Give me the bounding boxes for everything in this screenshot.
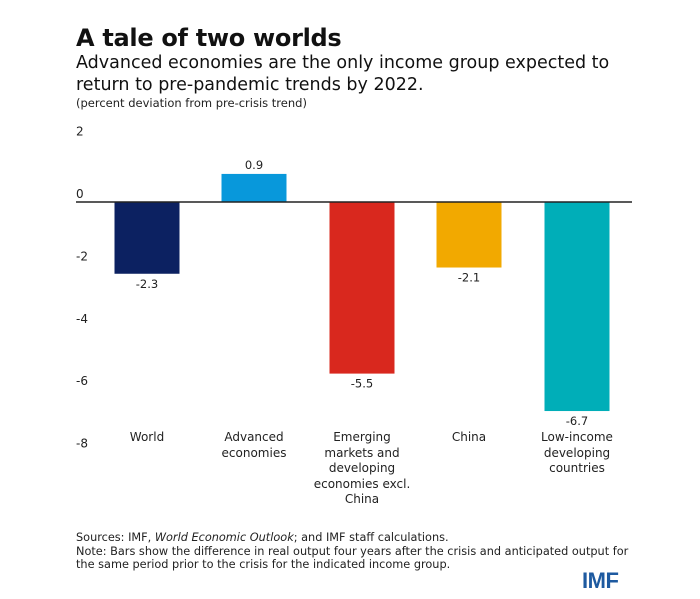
bar-world bbox=[114, 202, 180, 274]
y-tick-label: -6 bbox=[76, 374, 88, 388]
bar-advanced-economies bbox=[221, 173, 287, 202]
category-label-line: economies excl. bbox=[313, 476, 411, 491]
y-tick-label: -8 bbox=[76, 437, 88, 451]
y-axis-ticks: 2 0 -2 -4 -6 -8 bbox=[76, 125, 88, 451]
x-category-label: World bbox=[92, 430, 202, 446]
chart-title: A tale of two worlds bbox=[76, 24, 342, 52]
category-label-line: Low-income bbox=[541, 430, 613, 444]
category-label-line: economies bbox=[221, 445, 287, 460]
category-label-line: developing bbox=[543, 445, 611, 460]
category-label-line: markets and bbox=[324, 445, 400, 460]
note-text: Note: Bars show the difference in real o… bbox=[76, 544, 629, 572]
bar-low-income-developing-countries bbox=[544, 202, 610, 412]
category-label-line: developing bbox=[328, 461, 396, 475]
data-labels: -2.3 0.9 -5.5 -2.1 -6.7 bbox=[136, 158, 588, 428]
category-label-line: World bbox=[129, 430, 165, 444]
bar-china bbox=[436, 202, 502, 268]
data-label: -2.1 bbox=[458, 271, 480, 285]
x-category-label: Emerging markets and developing economies e… bbox=[307, 430, 417, 508]
y-tick-label: 2 bbox=[76, 125, 84, 139]
data-label: -5.5 bbox=[351, 377, 373, 391]
x-category-label: Low-income developing countries bbox=[522, 430, 632, 477]
bars bbox=[114, 173, 610, 412]
data-label: -2.3 bbox=[136, 277, 158, 291]
category-label-line: countries bbox=[549, 461, 605, 475]
data-label: 0.9 bbox=[245, 158, 263, 172]
bar-emerging-markets-and-developing-economies-excl-china bbox=[329, 202, 395, 374]
y-tick-label: -4 bbox=[76, 312, 88, 326]
x-category-label: China bbox=[414, 430, 524, 446]
units-label: (percent deviation from pre-crisis trend… bbox=[76, 96, 307, 110]
x-category-label: Advanced economies bbox=[199, 430, 309, 461]
imf-logo: IMF bbox=[582, 568, 619, 593]
category-label-line: Advanced bbox=[224, 430, 284, 444]
y-tick-label: -2 bbox=[76, 249, 88, 263]
chart-subtitle: Advanced economies are the only income g… bbox=[76, 53, 610, 95]
category-label-line: Emerging bbox=[333, 430, 391, 444]
y-tick-label: 0 bbox=[76, 187, 84, 201]
sources-text: Sources: IMF, World Economic Outlook; an… bbox=[76, 531, 449, 544]
data-label: -6.7 bbox=[566, 414, 588, 428]
category-label-line: China bbox=[451, 430, 487, 444]
category-label-line: China bbox=[344, 492, 380, 506]
footer-notes: Sources: IMF, World Economic Outlook; an… bbox=[76, 531, 636, 572]
